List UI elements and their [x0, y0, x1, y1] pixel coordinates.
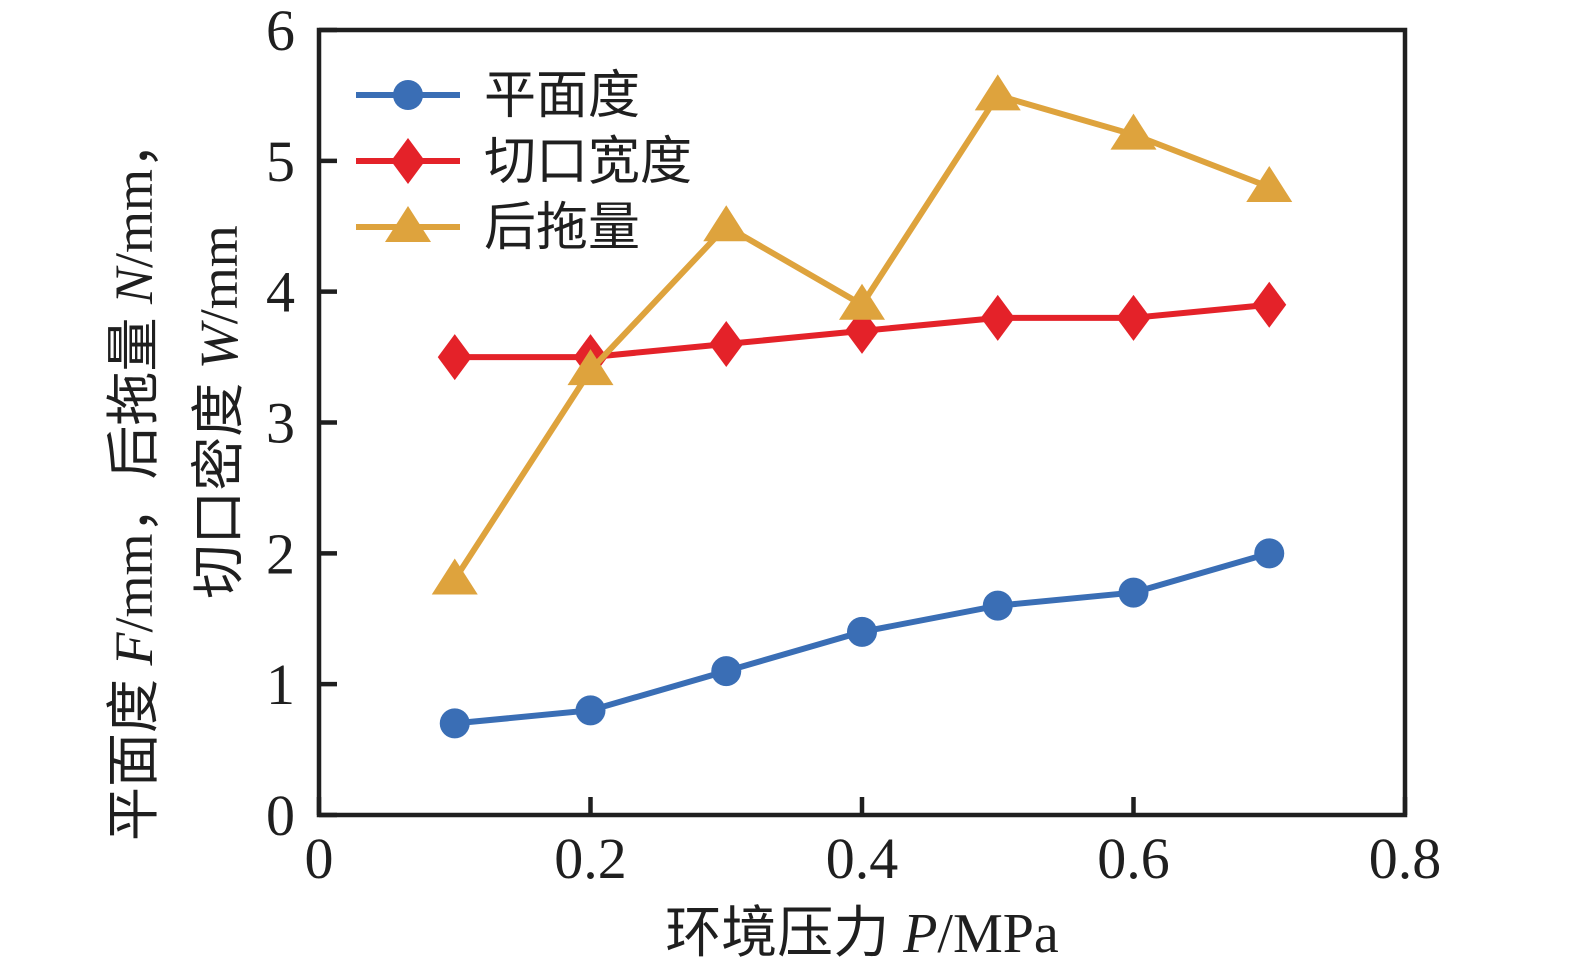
x-tick-label: 0.4: [826, 826, 899, 891]
x-tick-label: 0.2: [554, 826, 627, 891]
series-1-marker: [1116, 294, 1151, 341]
series-0-marker: [1254, 538, 1285, 569]
legend-item-0: 平面度: [356, 68, 640, 125]
series-0-marker: [711, 656, 742, 687]
series-0: [439, 538, 1285, 739]
series-2-marker: [567, 349, 614, 386]
series-2-marker: [1246, 166, 1293, 202]
series-0-marker: [575, 695, 606, 726]
series-1-marker: [1252, 281, 1287, 328]
legend-label: 平面度: [484, 68, 640, 125]
y-tick-label: 4: [266, 260, 295, 325]
y-axis: 0 1 2 3 4 5 6: [266, 0, 337, 848]
series-2-marker: [1110, 113, 1157, 150]
x-tick-label: 0.8: [1369, 826, 1442, 891]
series-0-marker: [1118, 577, 1149, 608]
y-tick-label: 6: [266, 0, 295, 63]
x-tick-label: 0.6: [1097, 826, 1170, 891]
legend-label: 后拖量: [484, 200, 640, 257]
series-1-marker: [709, 321, 744, 367]
x-axis: 0 0.2 0.4 0.6 0.8: [305, 797, 1442, 891]
y-tick-label: 0: [266, 783, 295, 848]
legend-label: 切口宽度: [484, 134, 692, 191]
series-1-marker: [437, 334, 472, 381]
y-tick-label: 3: [266, 391, 295, 456]
series-2-marker: [703, 205, 750, 242]
legend-item-2: 后拖量: [356, 200, 640, 257]
series-0-marker: [982, 590, 1013, 621]
legend-item-1: 切口宽度: [356, 134, 692, 191]
plot-frame: [316, 27, 1408, 818]
legend-marker-diamond: [391, 138, 425, 184]
series-1-marker: [980, 294, 1015, 341]
series-2-marker: [839, 283, 885, 320]
legend-marker-circle: [393, 80, 423, 110]
series-0-marker: [847, 616, 877, 647]
y-axis-label-line-2: 切口密度 W/mm: [189, 225, 249, 599]
series-2: [431, 74, 1293, 595]
y-axis-label-line-1: 平面度 F/mm，后拖量 N/mm，: [104, 115, 164, 841]
series-0-marker: [439, 708, 470, 739]
x-axis-label: 环境压力 P/MPa: [665, 903, 1059, 965]
series-2-marker: [974, 74, 1021, 111]
y-tick-label: 2: [266, 521, 295, 586]
series-2-marker: [431, 558, 478, 595]
y-tick-label: 5: [266, 129, 295, 194]
y-tick-label: 1: [266, 652, 295, 717]
x-tick-label: 0: [305, 826, 334, 891]
legend-marker-triangle: [385, 206, 431, 242]
